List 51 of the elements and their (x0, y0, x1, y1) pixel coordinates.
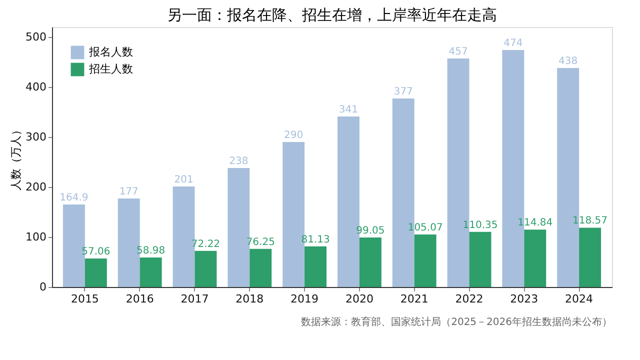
data-label: 238 (229, 156, 248, 167)
bar (250, 248, 272, 287)
legend-label: 报名人数 (88, 46, 133, 58)
data-label: 377 (394, 86, 413, 98)
bar (579, 228, 602, 287)
bar (469, 232, 492, 287)
data-label: 457 (448, 46, 468, 58)
data-label: 290 (284, 130, 304, 141)
x-tick-label: 2023 (510, 292, 538, 306)
data-label: 76.25 (246, 236, 275, 248)
y-tick-label: 0 (40, 280, 46, 294)
x-tick-label: 2024 (565, 292, 594, 306)
data-label: 177 (119, 186, 138, 198)
bar (524, 230, 546, 287)
chart-title: 另一面：报名在降、招生在增，上岸率近年在走高 (167, 6, 497, 24)
data-label: 474 (504, 38, 523, 49)
x-tick-label: 2020 (345, 292, 374, 306)
x-tick-label: 2016 (126, 292, 154, 306)
x-tick-label: 2019 (290, 292, 319, 306)
data-label: 81.13 (301, 234, 330, 246)
bar (140, 258, 162, 287)
data-label: 118.57 (572, 216, 608, 227)
data-label: 164.9 (60, 192, 88, 204)
data-label: 105.07 (408, 222, 443, 234)
bar (194, 250, 217, 287)
legend-label: 招生人数 (88, 62, 133, 76)
data-label: 57.06 (82, 246, 110, 258)
data-label: 438 (558, 56, 578, 67)
x-tick-label: 2017 (180, 292, 209, 306)
bar (359, 237, 382, 287)
y-axis-title: 人数（万人） (10, 124, 23, 190)
data-label: 110.35 (462, 220, 498, 231)
x-tick-label: 2021 (400, 292, 428, 306)
y-tick-label: 500 (26, 30, 46, 44)
y-tick-label: 300 (26, 130, 46, 144)
y-tick-label: 400 (26, 80, 46, 94)
x-tick-label: 2018 (236, 292, 264, 306)
y-tick-label: 100 (26, 230, 46, 244)
bar (414, 234, 436, 287)
data-label: 58.98 (136, 246, 166, 257)
source-note: 数据来源：教育部、国家统计局（2025－2026年招生数据尚未公布） (301, 316, 612, 328)
y-tick-label: 200 (26, 180, 46, 194)
bar (304, 246, 327, 287)
data-label: 72.22 (191, 238, 220, 250)
data-label: 114.84 (518, 218, 553, 229)
x-tick-label: 2022 (455, 292, 484, 306)
bar (84, 258, 107, 287)
data-label: 201 (174, 174, 194, 186)
data-label: 99.05 (356, 225, 385, 236)
x-tick-label: 2015 (70, 292, 99, 306)
data-label: 341 (338, 104, 358, 116)
